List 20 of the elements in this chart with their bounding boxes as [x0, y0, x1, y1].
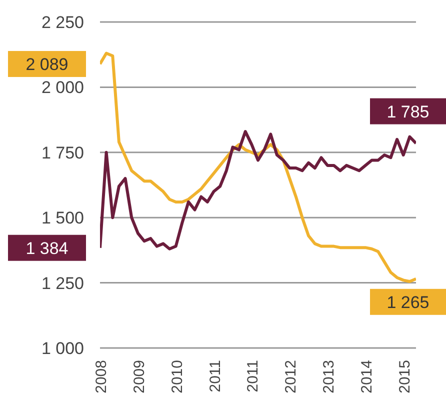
x-tick-label: 2010 [168, 360, 186, 394]
x-tick-label: 2015 [396, 360, 414, 394]
y-tick-label: 1 500 [41, 208, 84, 228]
x-tick-label: 2011 [206, 360, 224, 392]
x-tick-label: 2013 [320, 360, 338, 394]
y-tick-label: 1 750 [41, 143, 84, 162]
y-tick-label: 1 250 [41, 274, 84, 293]
x-tick-label: 2009 [130, 360, 148, 394]
line-series [100, 130, 416, 250]
x-tick-label: 2011 [244, 360, 262, 392]
y-tick-label: 1 000 [41, 339, 84, 358]
x-tick-label: 2014 [358, 360, 376, 394]
data-label: 1 384 [26, 238, 68, 258]
y-tick-label: 2 000 [41, 78, 84, 98]
data-label: 1 785 [386, 102, 430, 122]
x-tick-label: 2012 [282, 360, 300, 394]
data-label: 1 265 [386, 292, 430, 312]
y-tick-label: 2 250 [41, 13, 84, 32]
data-label: 2 089 [26, 54, 68, 74]
x-tick-label: 2008 [93, 360, 110, 394]
